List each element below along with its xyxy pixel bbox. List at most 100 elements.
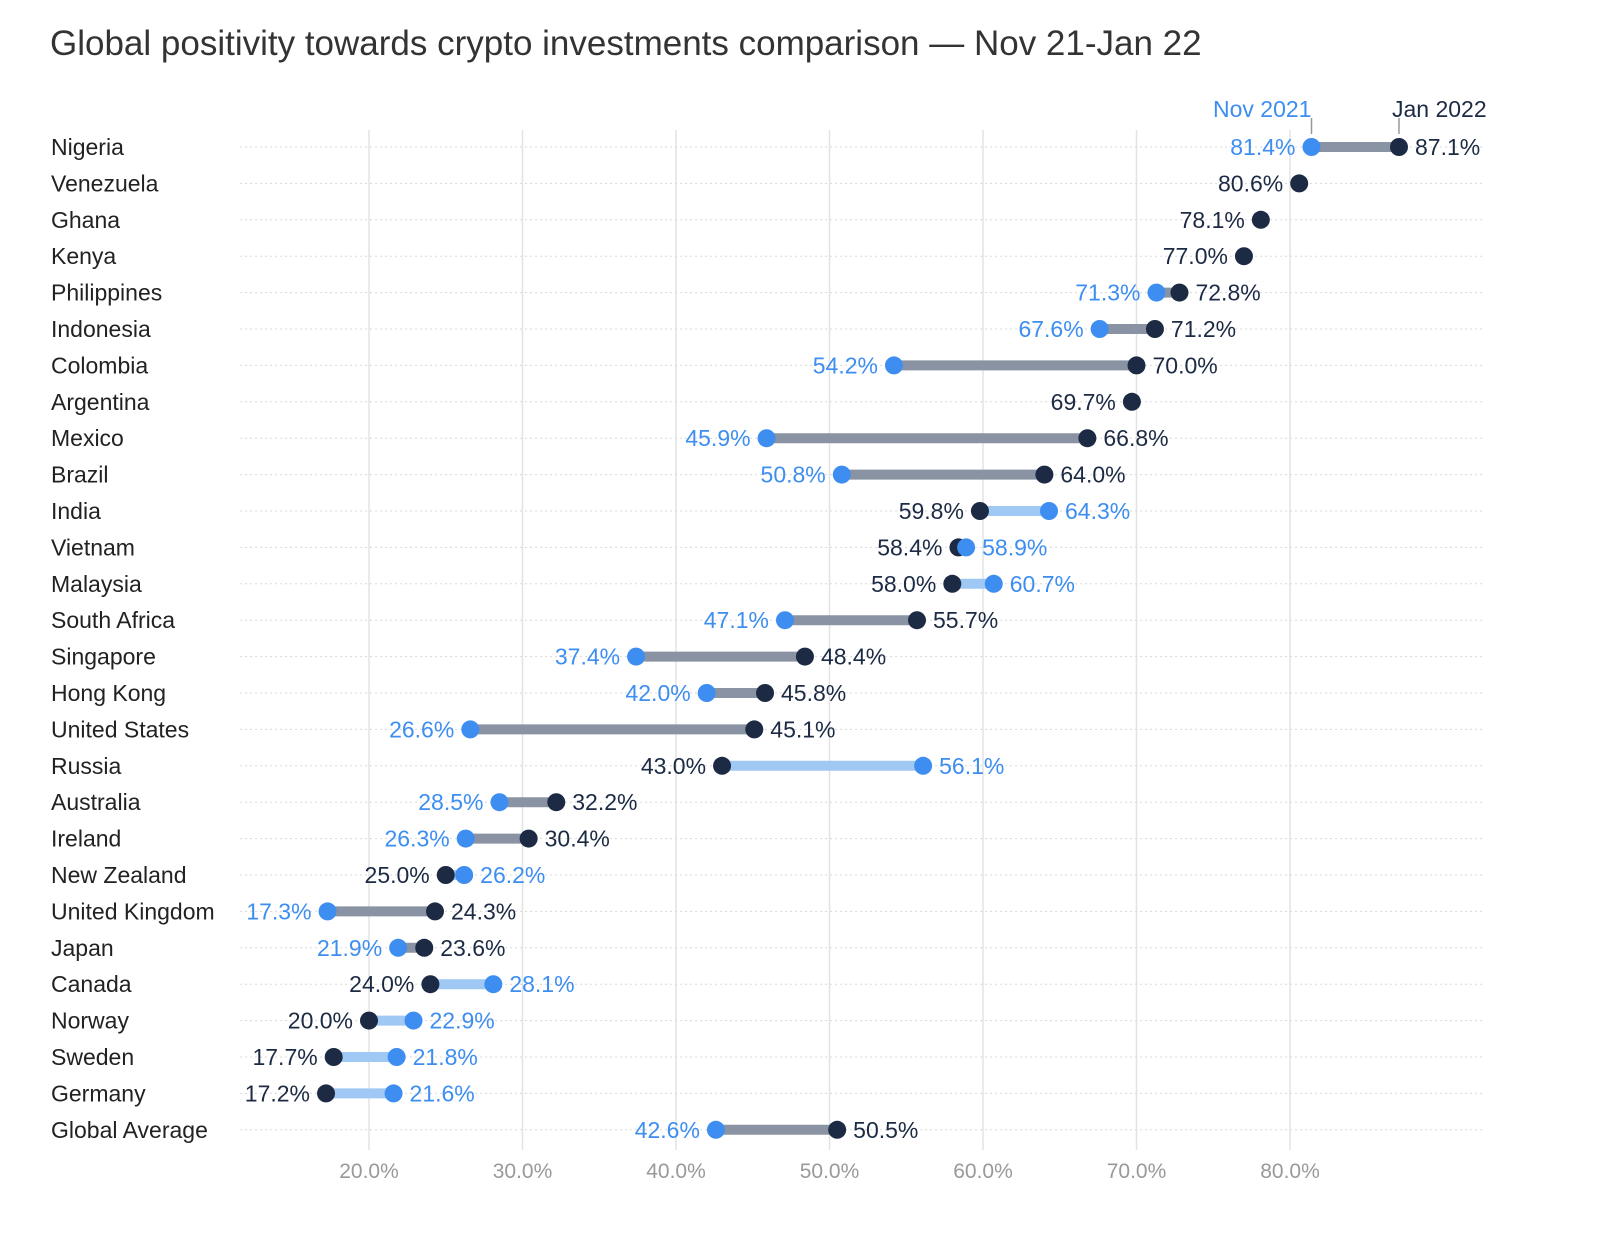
country-label: United States	[51, 716, 189, 742]
nov-value-label: 28.1%	[509, 971, 574, 997]
nov-point	[1147, 283, 1166, 302]
nov-point	[318, 902, 337, 921]
jan-point	[426, 902, 445, 921]
nov-point	[455, 866, 474, 884]
nov-point	[1040, 502, 1059, 520]
nov-point	[404, 1011, 423, 1030]
nov-value-label: 58.9%	[982, 534, 1047, 560]
jan-value-label: 64.0%	[1060, 462, 1125, 488]
jan-point	[1290, 174, 1309, 193]
nov-point	[757, 429, 776, 448]
jan-point	[421, 975, 440, 994]
jan-point	[795, 647, 814, 666]
nov-value-label: 42.6%	[635, 1117, 700, 1143]
chart-title: Global positivity towards crypto investm…	[50, 24, 1202, 63]
country-label: Mexico	[51, 425, 124, 451]
nov-value-label: 21.6%	[410, 1080, 475, 1106]
nov-point	[984, 574, 1003, 593]
nov-point	[775, 611, 794, 630]
nov-point	[490, 793, 509, 812]
jan-value-label: 25.0%	[365, 862, 430, 888]
country-label: United Kingdom	[51, 898, 215, 924]
country-label: Germany	[51, 1080, 146, 1106]
jan-value-label: 24.3%	[451, 898, 516, 924]
nov-point	[957, 538, 976, 557]
nov-point	[1302, 138, 1321, 156]
jan-point	[756, 684, 775, 702]
nov-value-label: 21.8%	[413, 1044, 478, 1070]
jan-point	[1170, 283, 1189, 302]
country-label: Australia	[51, 789, 141, 815]
jan-value-label: 70.0%	[1153, 352, 1218, 378]
country-label: Argentina	[51, 389, 150, 415]
jan-value-label: 87.1%	[1415, 134, 1480, 160]
nov-point	[706, 1120, 725, 1139]
country-label: Singapore	[51, 644, 156, 670]
nov-value-label: 71.3%	[1075, 280, 1140, 306]
country-label: Indonesia	[51, 316, 151, 342]
nov-point	[387, 1048, 406, 1066]
jan-point	[907, 611, 926, 630]
nov-value-label: 47.1%	[704, 607, 769, 633]
jan-point	[519, 829, 538, 848]
x-tick-label: 20.0%	[339, 1160, 399, 1183]
nov-point	[456, 829, 475, 848]
x-tick-label: 30.0%	[493, 1160, 553, 1183]
jan-point	[828, 1120, 847, 1139]
jan-value-label: 59.8%	[899, 498, 964, 524]
jan-point	[317, 1084, 336, 1103]
country-label: Canada	[51, 971, 132, 997]
jan-point	[1078, 429, 1097, 448]
x-tick-label: 40.0%	[646, 1160, 706, 1183]
jan-value-label: 78.1%	[1180, 207, 1245, 233]
legend-jan: Jan 2022	[1392, 96, 1487, 122]
jan-value-label: 45.8%	[781, 680, 846, 706]
nov-value-label: 81.4%	[1230, 134, 1295, 160]
country-label: Malaysia	[51, 571, 142, 597]
nov-value-label: 42.0%	[625, 680, 690, 706]
jan-value-label: 55.7%	[933, 607, 998, 633]
jan-value-label: 24.0%	[349, 971, 414, 997]
country-label: Hong Kong	[51, 680, 166, 706]
jan-value-label: 23.6%	[440, 935, 505, 961]
jan-value-label: 17.7%	[252, 1044, 317, 1070]
jan-value-label: 43.0%	[641, 753, 706, 779]
nov-value-label: 50.8%	[761, 462, 826, 488]
jan-value-label: 69.7%	[1051, 389, 1116, 415]
nov-point	[627, 647, 646, 666]
nov-value-label: 67.6%	[1018, 316, 1083, 342]
nov-point	[884, 356, 903, 375]
jan-point	[415, 938, 434, 957]
nov-value-label: 26.2%	[480, 862, 545, 888]
jan-point	[1389, 138, 1408, 156]
jan-point	[1145, 320, 1164, 338]
nov-point	[389, 938, 408, 957]
country-label: Kenya	[51, 243, 116, 269]
country-label: Ireland	[51, 826, 121, 852]
country-label: Colombia	[51, 352, 148, 378]
country-label: Brazil	[51, 462, 109, 488]
country-label: Sweden	[51, 1044, 134, 1070]
nov-value-label: 56.1%	[939, 753, 1004, 779]
nov-point	[484, 975, 503, 994]
nov-value-label: 26.6%	[389, 716, 454, 742]
jan-point	[324, 1048, 343, 1066]
nov-point	[461, 720, 480, 739]
country-label: Venezuela	[51, 170, 159, 196]
nov-value-label: 28.5%	[418, 789, 483, 815]
jan-value-label: 66.8%	[1103, 425, 1168, 451]
nov-point	[1090, 320, 1109, 338]
jan-point	[745, 720, 764, 739]
country-label: Norway	[51, 1008, 129, 1034]
jan-point	[547, 793, 566, 812]
jan-point	[1234, 247, 1253, 266]
x-tick-label: 50.0%	[800, 1160, 860, 1183]
nov-point	[832, 465, 851, 484]
jan-value-label: 77.0%	[1163, 243, 1228, 269]
jan-value-label: 17.2%	[245, 1080, 310, 1106]
nov-point	[914, 756, 933, 775]
jan-value-label: 80.6%	[1218, 170, 1283, 196]
country-label: New Zealand	[51, 862, 187, 888]
x-tick-label: 80.0%	[1260, 1160, 1320, 1183]
x-tick-label: 70.0%	[1107, 1160, 1167, 1183]
